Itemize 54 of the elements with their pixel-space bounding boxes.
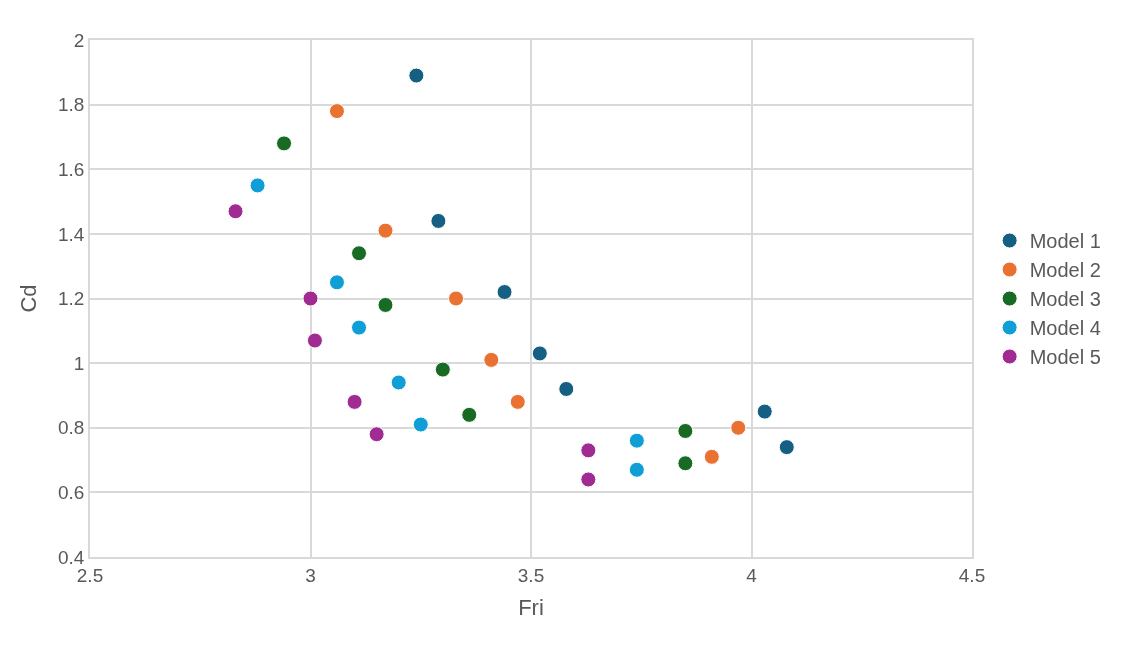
y-tick-label: 0.6: [58, 482, 85, 504]
y-tick-label: 0.8: [58, 417, 85, 439]
x-tick-label: 4: [746, 564, 758, 586]
y-tick-label: 1.2: [58, 288, 85, 310]
point: [580, 442, 597, 459]
point: [483, 351, 500, 368]
y-tick-label: 1: [73, 352, 85, 374]
y-tick-label: 1.4: [58, 223, 85, 245]
point: [390, 374, 407, 391]
point: [368, 426, 385, 443]
point: [434, 361, 451, 378]
point: [628, 432, 645, 449]
point: [778, 439, 795, 456]
point: [351, 245, 368, 262]
point: [509, 393, 526, 410]
point: [328, 103, 345, 120]
x-axis-title: Fri: [518, 594, 544, 620]
y-axis-title: Cd: [16, 284, 42, 313]
point: [227, 203, 244, 220]
legend-label: Model 1: [1029, 230, 1101, 253]
point: [558, 380, 575, 397]
legend-label: Model 5: [1029, 346, 1101, 369]
point: [628, 461, 645, 478]
x-tick-label: 4.5: [958, 564, 986, 586]
point: [496, 284, 513, 301]
point: [377, 296, 394, 313]
point: [346, 393, 363, 410]
point: [703, 448, 720, 465]
point: [461, 406, 478, 423]
point: [351, 319, 368, 336]
legend-label: Model 4: [1029, 317, 1101, 340]
point: [580, 471, 597, 488]
point: [306, 332, 323, 349]
point: [677, 455, 694, 472]
point: [408, 67, 425, 84]
point: [677, 422, 694, 439]
point: [448, 290, 465, 307]
point: [730, 419, 747, 436]
point: [430, 212, 447, 229]
point: [377, 222, 394, 239]
legend-label: Model 3: [1029, 288, 1101, 311]
point: [302, 290, 319, 307]
point: [531, 345, 548, 362]
legend-label: Model 2: [1029, 259, 1101, 282]
point: [276, 135, 293, 152]
y-tick-label: 2: [73, 29, 85, 51]
point: [756, 403, 773, 420]
y-tick-label: 1.8: [58, 94, 85, 116]
point: [328, 274, 345, 291]
point: [249, 177, 266, 194]
y-tick-label: 1.6: [58, 158, 85, 180]
x-tick-label: 3.5: [517, 564, 545, 586]
x-tick-label: 3: [305, 564, 316, 586]
point: [412, 416, 429, 433]
